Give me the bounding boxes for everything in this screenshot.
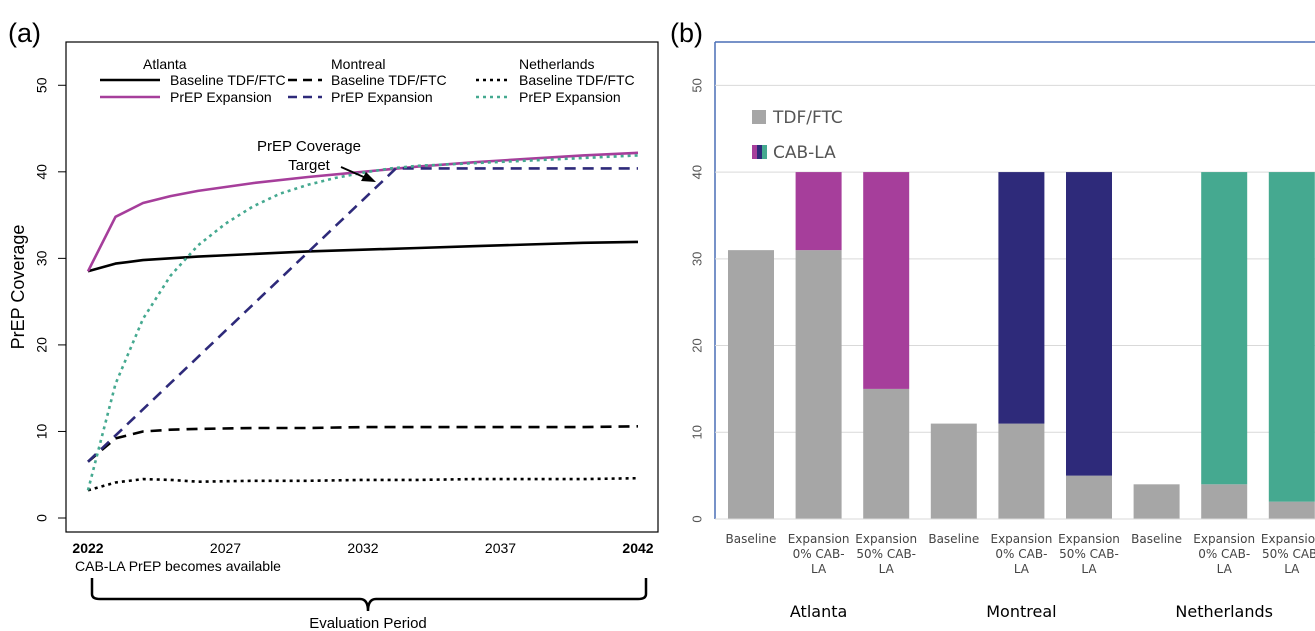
x-category-label: LA — [879, 562, 895, 576]
x-category-label: Expansion — [1193, 532, 1255, 546]
series-line-montreal-baseline-tdf-ftc — [87, 425, 639, 463]
evaluation-period-bracket — [90, 578, 648, 612]
legend-label-tdf-ftc: TDF/FTC — [772, 108, 843, 128]
x-category-label: Baseline — [928, 532, 979, 546]
cab-la-available-note: CAB-LA PrEP becomes available — [75, 558, 281, 574]
bar-cab-la-9 — [1268, 172, 1315, 502]
panel-b-bars — [728, 172, 1315, 520]
legend-group-title-netherlands: Netherlands — [519, 56, 595, 72]
y-tick-label: 30 — [34, 250, 50, 266]
x-category-label: LA — [1284, 562, 1300, 576]
legend-group-title-atlanta: Atlanta — [143, 56, 187, 72]
series-line-atlanta-baseline-tdf-ftc — [87, 240, 639, 273]
coverage-target-arrow-shaft — [340, 166, 367, 179]
x-category-label: 0% CAB- — [1198, 547, 1250, 561]
panel-a-y-axis-label: PrEP Coverage — [8, 225, 28, 350]
x-tick-label: 2032 — [347, 540, 378, 556]
panel-a-y-axis: 0 10 20 30 40 50 — [34, 77, 66, 522]
x-category-label: LA — [1014, 562, 1030, 576]
y-tick-label: 10 — [34, 423, 50, 439]
x-tick-label: 2022 — [72, 540, 103, 556]
bar-tdf-ftc-4 — [930, 423, 977, 519]
series-line-montreal-prep-expansion — [87, 167, 638, 463]
x-category-label: LA — [1081, 562, 1097, 576]
y-tick-label: 40 — [689, 165, 704, 179]
y-tick-label: 30 — [689, 252, 704, 266]
x-tick-label: 2037 — [485, 540, 516, 556]
x-category-label: Expansion — [991, 532, 1053, 546]
y-tick-label: 0 — [34, 514, 50, 522]
x-category-label: Expansion — [788, 532, 850, 546]
legend-label-netherlands-expansion: PrEP Expansion — [519, 89, 621, 105]
legend-label-cab-la: CAB-LA — [773, 143, 836, 163]
bar-cab-la-6 — [1066, 172, 1112, 476]
x-category-label: LA — [811, 562, 827, 576]
group-label-montreal: Montreal — [986, 602, 1056, 621]
y-tick-label: 50 — [34, 77, 50, 93]
panel-b-label: (b) — [670, 18, 703, 48]
y-tick-label: 50 — [689, 78, 704, 92]
bar-tdf-ftc-8 — [1201, 484, 1248, 519]
bar-tdf-ftc-6 — [1066, 475, 1112, 519]
group-label-netherlands: Netherlands — [1175, 602, 1273, 621]
x-category-label: Expansion — [1058, 532, 1120, 546]
group-label-atlanta: Atlanta — [790, 602, 847, 621]
bar-tdf-ftc-2 — [795, 250, 842, 520]
legend-label-netherlands-baseline: Baseline TDF/FTC — [519, 72, 635, 88]
legend-swatch-cab-la-atlanta — [752, 145, 757, 159]
x-category-label: 50% CAB- — [1059, 547, 1119, 561]
x-category-label: Expansion — [1261, 532, 1315, 546]
bar-tdf-ftc-7 — [1133, 484, 1180, 519]
bar-cab-la-8 — [1201, 172, 1248, 485]
x-tick-label: 2027 — [210, 540, 241, 556]
bar-tdf-ftc-1 — [728, 250, 774, 520]
panel-b-legend: TDF/FTC CAB-LA — [752, 108, 843, 163]
coverage-target-arrow-head — [361, 172, 376, 182]
x-category-label: Expansion — [855, 532, 917, 546]
legend-group-title-montreal: Montreal — [331, 56, 385, 72]
legend-swatch-tdf-ftc — [752, 110, 766, 124]
bar-tdf-ftc-5 — [998, 423, 1045, 519]
bar-tdf-ftc-3 — [863, 388, 910, 519]
y-tick-label: 20 — [689, 338, 704, 352]
y-tick-label: 20 — [34, 337, 50, 353]
y-tick-label: 10 — [689, 425, 704, 439]
y-tick-label: 40 — [34, 164, 50, 180]
x-category-label: LA — [1217, 562, 1233, 576]
coverage-target-annotation-line1: PrEP Coverage — [257, 138, 361, 155]
y-tick-label: 0 — [689, 515, 704, 522]
series-line-netherlands-prep-expansion — [86, 154, 639, 491]
legend-swatch-cab-la-netherlands — [762, 145, 767, 159]
bar-cab-la-2 — [795, 172, 842, 251]
panel-b-y-axis: 0 10 20 30 40 50 — [689, 78, 704, 522]
panel-a-legend: Atlanta Baseline TDF/FTC PrEP Expansion … — [100, 56, 635, 105]
series-line-netherlands-baseline-tdf-ftc — [87, 476, 639, 492]
x-category-label: Baseline — [726, 532, 777, 546]
legend-swatch-cab-la-montreal — [757, 145, 762, 159]
evaluation-period-label: Evaluation Period — [309, 615, 427, 631]
x-tick-label: 2042 — [622, 540, 653, 556]
legend-label-montreal-expansion: PrEP Expansion — [331, 89, 433, 105]
panel-a-series — [86, 151, 639, 492]
x-category-label: Baseline — [1131, 532, 1182, 546]
x-category-label: 0% CAB- — [793, 547, 845, 561]
coverage-target-annotation-line2: Target — [288, 157, 331, 174]
bar-cab-la-5 — [998, 172, 1045, 424]
series-line-atlanta-prep-expansion — [86, 151, 639, 272]
panel-a-label: (a) — [8, 18, 41, 48]
x-category-label: 50% CAB- — [1262, 547, 1315, 561]
x-category-label: 0% CAB- — [995, 547, 1047, 561]
legend-label-atlanta-expansion: PrEP Expansion — [170, 89, 272, 105]
panel-a-x-axis: 2022 2027 2032 2037 2042 — [72, 540, 653, 556]
x-category-label: 50% CAB- — [856, 547, 916, 561]
bar-tdf-ftc-9 — [1268, 501, 1315, 519]
legend-label-atlanta-baseline: Baseline TDF/FTC — [170, 72, 286, 88]
legend-label-montreal-baseline: Baseline TDF/FTC — [331, 72, 447, 88]
bar-cab-la-3 — [863, 172, 910, 389]
panel-a-plot-frame — [65, 41, 659, 533]
